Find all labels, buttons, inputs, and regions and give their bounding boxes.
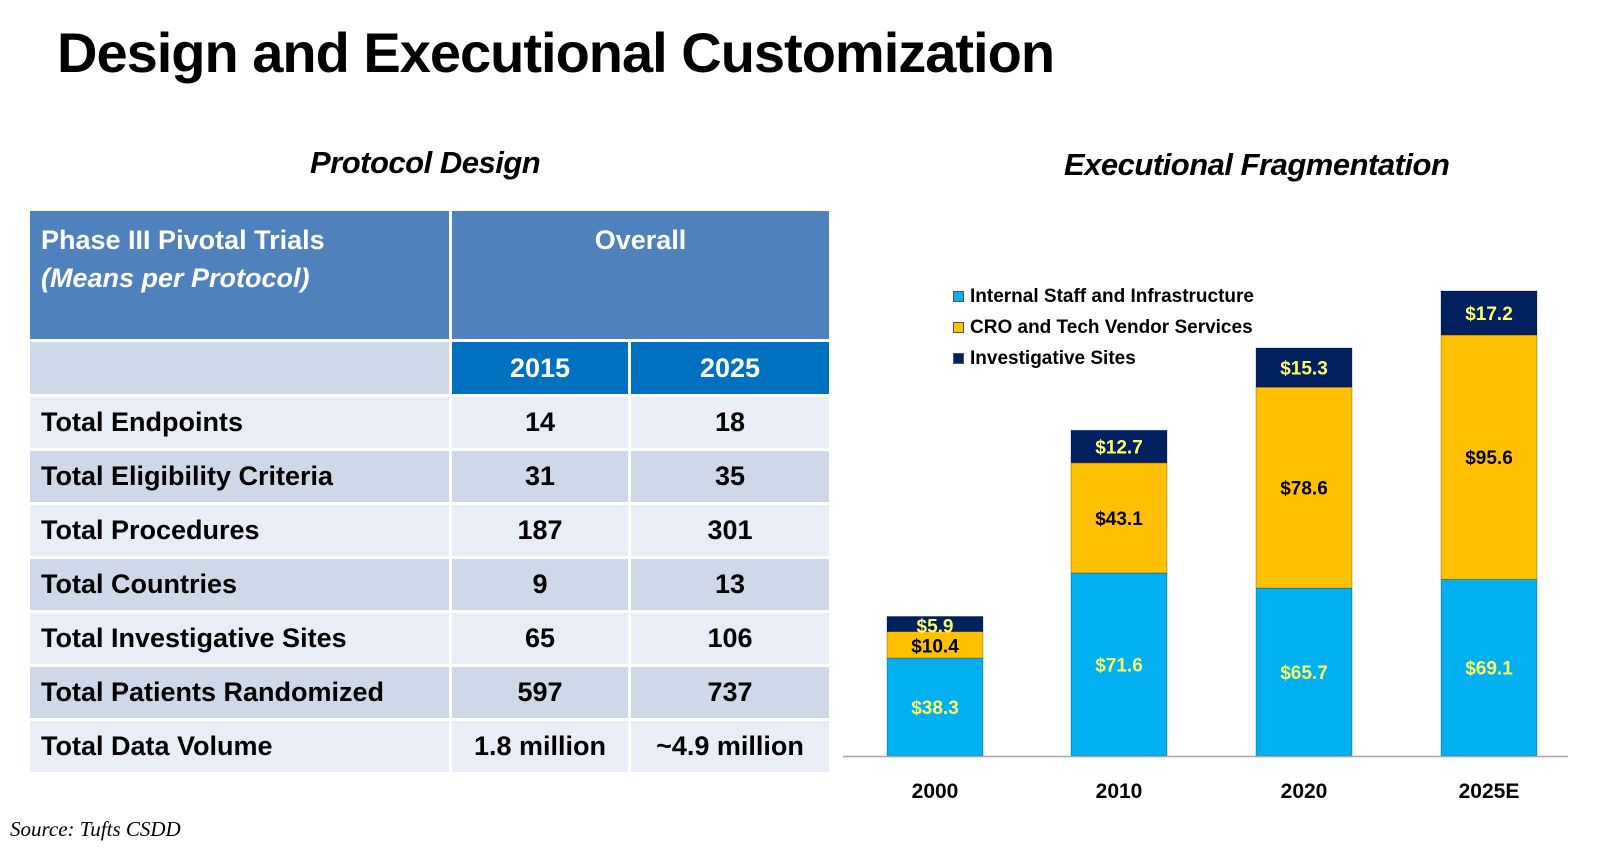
cell-2015: 1.8 million <box>449 718 631 775</box>
bar-segment-cro-vendor-2010 <box>1070 462 1168 574</box>
cell-2025: 301 <box>628 502 832 559</box>
table-row: Total Eligibility Criteria 31 35 <box>27 448 832 505</box>
row-label: Total Countries <box>27 556 452 613</box>
legend-swatch-investigative-sites <box>953 353 964 364</box>
bar-segment-investigative-sites-2010 <box>1070 429 1168 464</box>
legend-item-investigative-sites: Investigative Sites <box>953 343 1254 374</box>
cell-2015: 31 <box>449 448 631 505</box>
cell-2025: 35 <box>628 448 832 505</box>
row-label: Total Procedures <box>27 502 452 559</box>
table-row: Total Patients Randomized 597 737 <box>27 664 832 721</box>
cell-2025: 737 <box>628 664 832 721</box>
header-label-line2: (Means per Protocol) <box>41 263 310 293</box>
bar-segment-internal-staff-2000 <box>886 657 984 757</box>
cell-2015: 597 <box>449 664 631 721</box>
x-tick-label-2000: 2000 <box>912 780 959 803</box>
legend-item-cro-vendor: CRO and Tech Vendor Services <box>953 312 1254 343</box>
cell-2015: 14 <box>449 394 631 451</box>
chart-legend: Internal Staff and Infrastructure CRO an… <box>953 281 1254 374</box>
data-label-internal-staff-2025E: $69.1 <box>1465 659 1513 680</box>
x-tick-label-2025E: 2025E <box>1459 780 1520 803</box>
x-tick-label-2010: 2010 <box>1096 780 1143 803</box>
source-note: Source: Tufts CSDD <box>10 817 181 841</box>
row-label: Total Endpoints <box>27 394 452 451</box>
data-label-internal-staff-2020: $65.7 <box>1280 663 1328 684</box>
bar-segment-cro-vendor-2025E <box>1440 334 1538 580</box>
data-label-investigative-sites-2025E: $17.2 <box>1465 304 1513 325</box>
legend-item-internal-staff: Internal Staff and Infrastructure <box>953 281 1254 312</box>
data-label-cro-vendor-2020: $78.6 <box>1280 479 1328 500</box>
table-row: Total Endpoints 14 18 <box>27 394 832 451</box>
data-label-investigative-sites-2000: $5.9 <box>917 616 954 637</box>
table-row: Total Data Volume 1.8 million ~4.9 milli… <box>27 718 832 775</box>
cell-2015: 187 <box>449 502 631 559</box>
cell-2015: 65 <box>449 610 631 667</box>
table-header-row: Phase III Pivotal Trials (Means per Prot… <box>27 208 832 342</box>
row-label: Total Investigative Sites <box>27 610 452 667</box>
data-label-investigative-sites-2020: $15.3 <box>1280 359 1328 380</box>
data-label-cro-vendor-2010: $43.1 <box>1095 509 1143 530</box>
chart-title: Executional Fragmentation <box>1064 147 1450 182</box>
legend-swatch-cro-vendor <box>953 322 964 333</box>
bar-segment-investigative-sites-2020 <box>1255 347 1353 388</box>
bar-segment-investigative-sites-2025E <box>1440 290 1538 336</box>
legend-label: Investigative Sites <box>970 347 1136 369</box>
table-row: Total Countries 9 13 <box>27 556 832 613</box>
legend-label: CRO and Tech Vendor Services <box>970 316 1253 338</box>
row-label: Total Data Volume <box>27 718 452 775</box>
year-row-blank <box>27 339 452 397</box>
table-row: Total Investigative Sites 65 106 <box>27 610 832 667</box>
bar-segment-investigative-sites-2000 <box>886 615 984 633</box>
x-tick-labels: 2000 2010 2020 2025E <box>912 780 1520 803</box>
cell-2025: ~4.9 million <box>628 718 832 775</box>
bar-segment-internal-staff-2025E <box>1440 578 1538 757</box>
data-label-cro-vendor-2025E: $95.6 <box>1465 448 1513 469</box>
table-header-group: Overall <box>449 208 832 342</box>
bar-segment-internal-staff-2010 <box>1070 572 1168 757</box>
page-title: Design and Executional Customization <box>57 21 1055 84</box>
cell-2015: 9 <box>449 556 631 613</box>
row-label: Total Eligibility Criteria <box>27 448 452 505</box>
table-year-row: 2015 2025 <box>27 339 832 397</box>
data-label-investigative-sites-2010: $12.7 <box>1095 438 1143 459</box>
legend-label: Internal Staff and Infrastructure <box>970 285 1254 307</box>
data-label-cro-vendor-2000: $10.4 <box>911 637 959 658</box>
cell-2025: 13 <box>628 556 832 613</box>
cell-2025: 106 <box>628 610 832 667</box>
protocol-table: Phase III Pivotal Trials (Means per Prot… <box>27 208 832 775</box>
column-header-2015: 2015 <box>449 339 631 397</box>
legend-swatch-internal-staff <box>953 291 964 302</box>
data-label-internal-staff-2000: $38.3 <box>911 698 959 719</box>
table-row: Total Procedures 187 301 <box>27 502 832 559</box>
column-header-2025: 2025 <box>628 339 832 397</box>
data-label-internal-staff-2010: $71.6 <box>1095 655 1143 676</box>
header-label-line1: Phase III Pivotal Trials <box>41 225 325 255</box>
x-tick-label-2020: 2020 <box>1281 780 1328 803</box>
table-header-label: Phase III Pivotal Trials (Means per Prot… <box>27 208 452 342</box>
protocol-design-title: Protocol Design <box>310 145 541 180</box>
cell-2025: 18 <box>628 394 832 451</box>
row-label: Total Patients Randomized <box>27 664 452 721</box>
bars-group: $38.3 $10.4$5.9 $71.6 $43.1 $12.7 $65.7 $78.6 $… <box>886 290 1538 757</box>
